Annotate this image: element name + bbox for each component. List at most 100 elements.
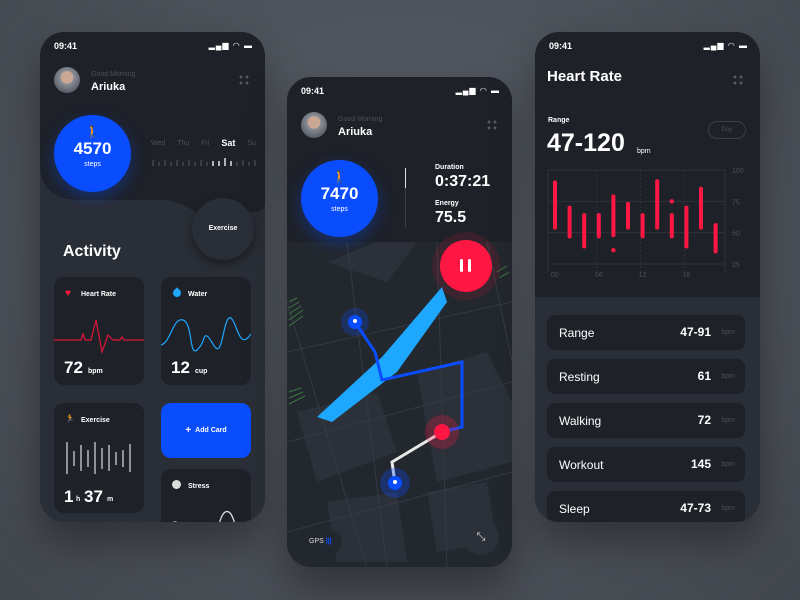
day-thu[interactable]: Thu [177,140,190,147]
stat-value: 47-91 [680,325,711,339]
range-value: 47-120 [547,129,625,157]
energy-label: Energy [435,200,459,207]
exercise-button[interactable]: Exercise [192,198,254,260]
ecg-line [54,319,144,355]
duration-value: 0:37:21 [435,173,491,190]
exercise-card[interactable]: 🏃 Exercise 1 h 37 m [54,403,144,513]
status-time: 09:41 [301,86,325,96]
menu-icon[interactable] [732,74,744,86]
workout-screen: 09:41 ▂▄▆ ◠ ▬ Good Morning Ariuka 🚶 7470… [287,77,512,567]
water-drop-icon [171,287,183,299]
card-title: Heart Rate [81,291,117,298]
divider [405,168,406,228]
stat-label: Resting [559,370,600,384]
water-value: 12 [171,358,190,377]
day-fri[interactable]: Fri [201,140,210,147]
range-label: Range [548,117,570,124]
stat-value: 72 [697,413,711,427]
heart-rate-screen: 09:41 ▂▄▆ ◠ ▬ Heart Rate Range 47-120 bp… [535,32,760,522]
water-wave [161,317,251,352]
y-tick-label: 25 [732,262,740,269]
running-icon: 🏃 [65,414,75,423]
day-selector[interactable]: Wed Thu Fri Sat Su [151,138,256,148]
stat-label: Range [559,326,595,340]
page-title: Heart Rate [547,68,623,85]
stat-label: Sleep [559,502,590,516]
heart-icon: ♥ [65,288,71,299]
stat-unit: bpm [721,417,735,424]
card-title: Water [188,291,208,298]
status-icons: ▂▄▆ ◠ ▬ [208,41,253,50]
y-tick-label: 75 [732,199,740,206]
stress-face-icon [172,480,181,489]
data-point [669,199,674,204]
menu-icon[interactable] [238,74,250,86]
duration-label: Duration [435,164,464,171]
gps-signal-icon: ||| [325,538,332,545]
data-point [611,248,616,253]
stat-row-resting[interactable]: Resting 61 bpm [547,359,745,394]
steps-circle[interactable]: 🚶 7470 steps [301,160,378,237]
card-title: Stress [188,483,210,490]
minutes-unit: m [107,496,114,503]
map[interactable] [287,242,512,567]
gps-indicator: GPS ||| [299,531,342,553]
gps-label: GPS [309,538,324,545]
energy-value: 75.5 [435,209,467,226]
stat-unit: bpm [721,461,735,468]
water-card[interactable]: Water 12 cup [161,277,251,385]
stress-card[interactable]: Stress [161,469,251,522]
day-wed[interactable]: Wed [151,140,166,147]
steps-circle[interactable]: 🚶 4570 steps [54,115,131,192]
greeting: Good Morning [338,116,383,123]
day-sat[interactable]: Sat [221,138,236,148]
add-card-button[interactable]: + Add Card [161,403,251,458]
card-title: Exercise [81,417,110,424]
status-icons: ▂▄▆ ◠ ▬ [703,41,748,50]
day-sun[interactable]: Su [247,140,256,147]
avatar[interactable] [54,67,80,93]
day-ticks [152,158,256,166]
stat-value: 61 [697,369,711,383]
collapse-map-button[interactable]: ⤡ [463,519,499,555]
y-tick-label: 50 [732,231,740,238]
pause-icon [460,259,463,272]
section-title: Activity [63,243,121,260]
stat-row-range[interactable]: Range 47-91 bpm [547,315,745,350]
header [535,32,760,297]
stat-label: Workout [559,458,604,472]
pause-button[interactable] [440,240,492,292]
x-tick-label: 00 [551,272,559,279]
stat-unit: bpm [721,373,735,380]
stat-label: Walking [559,414,602,428]
steps-label: steps [84,161,101,168]
status-time: 09:41 [54,41,78,51]
exercise-hours: 1 [64,487,74,506]
x-tick-label: 18 [682,272,690,279]
stat-row-walking[interactable]: Walking 72 bpm [547,403,745,438]
stat-value: 145 [690,457,711,471]
collapse-icon: ⤡ [476,531,486,543]
avatar[interactable] [301,112,327,138]
x-tick-label: 12 [639,272,647,279]
water-unit: cup [195,368,208,375]
exercise-minutes: 37 [84,487,103,506]
heart-unit: bpm [88,368,103,375]
status-time: 09:41 [549,41,573,51]
user-name: Ariuka [338,126,373,138]
hours-unit: h [76,496,81,503]
range-unit: bpm [637,148,651,155]
menu-icon[interactable] [486,119,498,131]
user-name: Ariuka [91,81,126,93]
heart-value: 72 [64,358,83,377]
walk-icon: 🚶 [332,170,347,184]
stat-row-sleep[interactable]: Sleep 47-73 bpm [547,491,745,522]
walk-icon: 🚶 [85,125,100,139]
heart-rate-card[interactable]: ♥ Heart Rate 72 bpm [54,277,144,385]
steps-label: steps [331,206,348,213]
steps-value: 7470 [320,184,359,203]
stat-row-workout[interactable]: Workout 145 bpm [547,447,745,482]
activity-screen: 09:41 ▂▄▆ ◠ ▬ Good Morning Ariuka 🚶 4570… [40,32,265,522]
steps-value: 4570 [73,139,112,158]
period-selector[interactable]: Day [708,121,746,139]
